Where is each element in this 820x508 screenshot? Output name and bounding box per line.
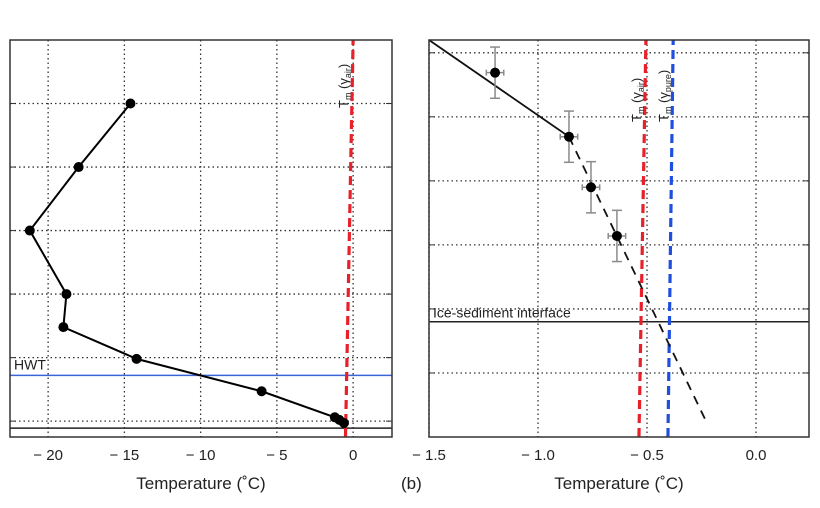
- label-part: m: [663, 107, 673, 115]
- melting-temperature-line: [637, 39, 648, 438]
- melting-temperature-line: [666, 39, 675, 438]
- fit-line-solid: [428, 39, 570, 138]
- melting-temperature-label: Tm (γair): [629, 78, 646, 122]
- data-point: [585, 182, 596, 193]
- label-part: ): [336, 64, 351, 68]
- label-part: ): [656, 70, 671, 74]
- x-axis-label: Temperature (˚C): [554, 474, 683, 493]
- data-point: [611, 230, 622, 241]
- x-tick-label: 0: [349, 447, 357, 464]
- label-part: T: [336, 100, 351, 108]
- x-tick-label: − 1.0: [521, 447, 555, 464]
- label-part: air: [636, 82, 646, 92]
- label-part: T: [656, 114, 671, 122]
- label-part: (γ: [336, 78, 351, 93]
- panel-1: − 20 − 15 − 10 − 5 0 Temperature (˚C) HWT Tm (γ…: [9, 39, 393, 493]
- x-axis-label: Temperature (˚C): [136, 474, 265, 493]
- label-part: air: [343, 68, 353, 78]
- panel-label: (b): [401, 474, 422, 493]
- x-tick-label: − 1.5: [412, 447, 446, 464]
- data-point: [125, 98, 136, 109]
- x-tick-label: − 15: [110, 447, 140, 464]
- data-point: [563, 131, 574, 142]
- fit-line-dashed: [568, 136, 706, 420]
- horizontal-line-label: HWT: [14, 356, 46, 372]
- label-part: ): [629, 78, 644, 82]
- x-tick-label: − 5: [266, 447, 287, 464]
- melting-temperature-label: Tm (γair): [336, 64, 353, 108]
- horizontal-line-label: Ice-sediment interface: [433, 305, 571, 321]
- panel-2: − 1.5 − 1.0 − 0.5 0.0 Temperature (˚C) (b) Ice…: [401, 39, 810, 493]
- data-point: [490, 67, 501, 78]
- x-tick-label: − 0.5: [630, 447, 664, 464]
- x-tick-label: − 20: [33, 447, 63, 464]
- label-part: (γ: [629, 92, 644, 107]
- data-point: [256, 386, 267, 397]
- melting-temperature-label: Tm (γpure): [656, 70, 673, 122]
- data-point: [24, 225, 35, 236]
- data-point: [61, 289, 72, 300]
- x-tick-label: 0.0: [746, 447, 767, 464]
- error-bar: [485, 46, 505, 100]
- label-part: pure: [663, 74, 673, 92]
- melting-temperature-line: [343, 39, 355, 438]
- label-part: m: [343, 93, 353, 101]
- label-part: T: [629, 114, 644, 122]
- data-point: [58, 322, 69, 333]
- label-part: (γ: [656, 92, 671, 107]
- data-point: [131, 353, 142, 364]
- label-part: m: [636, 107, 646, 115]
- plot-frame: [428, 39, 810, 438]
- data-point: [73, 162, 84, 173]
- x-tick-label: − 10: [186, 447, 216, 464]
- data-point: [338, 418, 349, 429]
- plot-frame: [9, 39, 393, 438]
